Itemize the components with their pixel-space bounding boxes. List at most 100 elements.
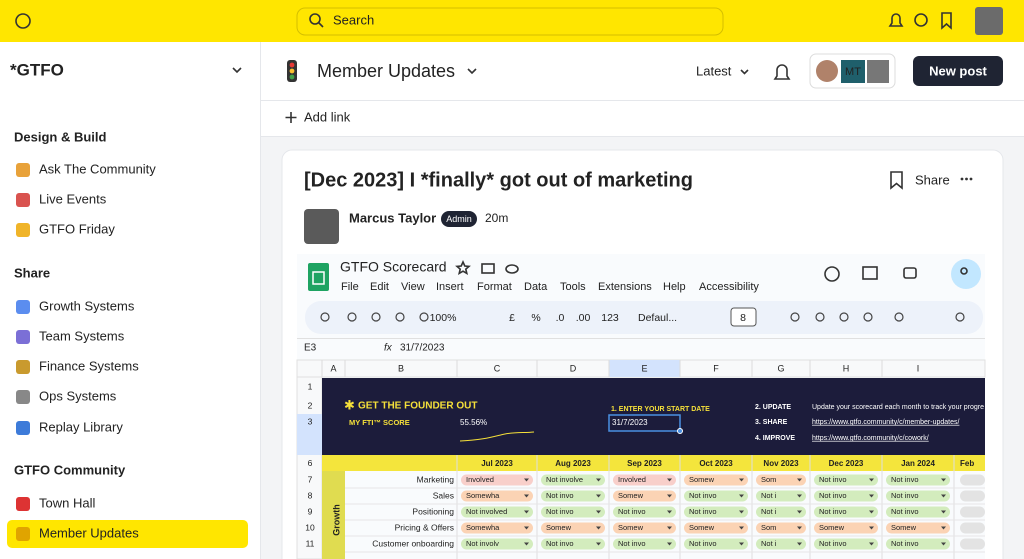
nav-icon (16, 163, 30, 177)
author-name[interactable]: Marcus Taylor (349, 210, 436, 225)
status-pill[interactable] (541, 538, 605, 550)
status-pill[interactable] (756, 490, 806, 502)
section-heading[interactable]: Design & Build (14, 129, 107, 144)
status-pill[interactable] (461, 506, 533, 518)
section-heading[interactable]: GTFO Community (14, 462, 126, 477)
status-pill[interactable] (756, 506, 806, 518)
author-avatar[interactable] (304, 209, 339, 244)
nav-item[interactable]: Team Systems (39, 328, 125, 343)
status-pill[interactable] (814, 538, 878, 550)
status-text: Not i (761, 507, 777, 516)
status-text: Not invo (618, 539, 646, 548)
nav-item[interactable]: Live Events (39, 191, 107, 206)
logo-icon[interactable] (15, 13, 31, 29)
nav-item[interactable]: Growth Systems (39, 298, 135, 313)
status-pill[interactable] (756, 522, 806, 534)
dropdown-arrow (739, 510, 744, 514)
status-pill[interactable] (541, 522, 605, 534)
chevron[interactable] (232, 67, 242, 74)
status-pill[interactable] (684, 538, 748, 550)
notification-icon[interactable] (773, 64, 791, 80)
status-pill[interactable] (684, 506, 748, 518)
status-text: Not invo (546, 539, 574, 548)
bookmark-icon[interactable] (890, 171, 903, 190)
status-pill[interactable] (756, 474, 806, 486)
nav-item[interactable]: Town Hall (39, 495, 95, 510)
status-pill[interactable] (541, 506, 605, 518)
notification-icon[interactable] (888, 13, 904, 27)
dropdown-arrow (869, 494, 874, 498)
section-heading[interactable]: Share (14, 265, 50, 280)
status-pill[interactable] (886, 538, 950, 550)
status-pill[interactable] (684, 522, 748, 534)
nav-item[interactable]: Ops Systems (39, 388, 117, 403)
status-pill[interactable] (613, 474, 676, 486)
toolbar-icon (839, 312, 849, 322)
share-icon (960, 267, 968, 275)
status-pill[interactable] (461, 490, 533, 502)
status-pill[interactable] (613, 490, 676, 502)
chevron[interactable] (740, 69, 749, 75)
status-pill[interactable] (814, 506, 878, 518)
dropdown-arrow (596, 526, 601, 530)
avatar (841, 60, 865, 83)
status-pill[interactable] (684, 490, 748, 502)
chat-icon[interactable] (914, 13, 928, 27)
row-number: 10 (305, 522, 315, 532)
space-header (261, 42, 1024, 100)
admin-badge (441, 211, 477, 227)
community-name[interactable]: *GTFO (10, 60, 64, 79)
status-pill[interactable] (461, 522, 533, 534)
more-menu[interactable] (960, 177, 973, 181)
status-pill[interactable] (756, 538, 806, 550)
dropdown-arrow (869, 526, 874, 530)
status-text: Not invo (891, 475, 919, 484)
status-pill[interactable] (814, 490, 878, 502)
new-post-button[interactable] (913, 56, 1003, 86)
status-pill[interactable] (814, 522, 878, 534)
sparkline (459, 431, 535, 442)
status-pill[interactable] (541, 490, 605, 502)
nav-item[interactable]: Ask The Community (39, 161, 156, 176)
nav-item[interactable]: Finance Systems (39, 358, 139, 373)
status-pill[interactable] (613, 506, 676, 518)
cell-reference: E3 (304, 343, 317, 354)
status-text: Involved (618, 475, 646, 484)
status-pill (960, 522, 985, 534)
space-icon (289, 62, 295, 68)
status-pill[interactable] (886, 506, 950, 518)
nav-item[interactable]: GTFO Friday (39, 221, 115, 236)
selection-handle (677, 428, 683, 434)
nav-item[interactable]: Member Updates (39, 525, 139, 540)
nav-icon (16, 223, 30, 237)
status-pill[interactable] (886, 490, 950, 502)
status-pill[interactable] (814, 474, 878, 486)
nav-icon (16, 193, 30, 207)
nav-item[interactable]: Replay Library (39, 419, 123, 434)
bookmark-icon[interactable] (941, 12, 952, 30)
status-pill[interactable] (461, 538, 533, 550)
plus-icon[interactable] (285, 112, 297, 123)
status-pill[interactable] (886, 474, 950, 486)
row-label: Marketing (417, 474, 455, 484)
user-avatar[interactable] (975, 7, 1003, 35)
sheets-logo (312, 271, 325, 285)
status-pill[interactable] (541, 474, 605, 486)
nav-icon (16, 527, 30, 541)
row-label: Positioning (412, 506, 454, 516)
search-box[interactable] (296, 7, 724, 36)
row-label: Sales (433, 490, 454, 500)
menu-item: Tools (560, 281, 586, 293)
add-link[interactable]: Add link (304, 109, 351, 124)
status-pill[interactable] (886, 522, 950, 534)
post-title[interactable]: [Dec 2023] I *finally* got out of market… (304, 169, 693, 191)
share-button[interactable]: Share (915, 172, 950, 187)
status-pill[interactable] (461, 474, 533, 486)
status-pill[interactable] (613, 538, 676, 550)
sort-select[interactable]: Latest (696, 63, 732, 78)
status-pill[interactable] (684, 474, 748, 486)
chevron[interactable] (467, 68, 477, 75)
status-text: Somew (819, 523, 845, 532)
toolbar-item: 8 (740, 312, 746, 324)
status-pill[interactable] (613, 522, 676, 534)
